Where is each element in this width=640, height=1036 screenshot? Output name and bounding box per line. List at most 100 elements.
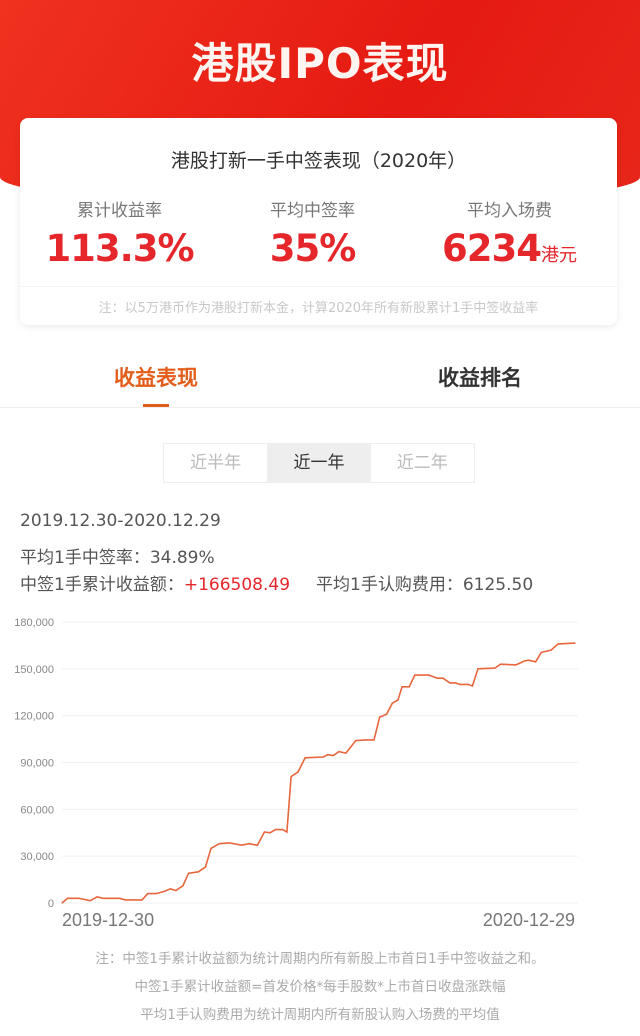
data-point xyxy=(391,702,393,704)
cum-value: +166508.49 xyxy=(183,575,291,595)
stat-label: 平均中签率 xyxy=(270,201,355,221)
data-point xyxy=(175,889,177,892)
y-tick-label: 120,000 xyxy=(14,711,54,723)
data-point xyxy=(338,750,340,753)
data-point xyxy=(263,831,265,833)
stat-unit: 港元 xyxy=(540,245,577,266)
stat-value: 113.3% xyxy=(45,227,194,270)
avg-win-rate-row: 平均1手中签率：34.89% xyxy=(20,543,215,568)
y-tick-label: 90,000 xyxy=(20,758,54,770)
avg-rate-value: 34.89% xyxy=(149,548,215,568)
stat-value: 6234 xyxy=(442,227,542,270)
data-point xyxy=(535,661,537,663)
data-point xyxy=(550,649,552,651)
period-one-year[interactable]: 近一年 xyxy=(267,444,371,482)
series-line xyxy=(61,642,576,904)
stat-value: 35% xyxy=(269,227,357,270)
data-point xyxy=(164,890,166,892)
cum-label: 中签1手累计收益额： xyxy=(20,575,184,595)
active-tab-indicator xyxy=(143,404,169,407)
tab-returns[interactable]: 收益表现 xyxy=(114,366,198,390)
data-point xyxy=(408,686,410,688)
data-point xyxy=(327,754,329,756)
data-point xyxy=(61,902,63,904)
data-point xyxy=(275,829,277,831)
data-point xyxy=(256,844,258,846)
data-point xyxy=(304,757,306,759)
x-tick-label: 2020-12-29 xyxy=(483,910,575,930)
data-point xyxy=(228,842,230,844)
data-point xyxy=(286,831,288,833)
data-point xyxy=(82,898,84,900)
data-point xyxy=(499,663,502,665)
data-point xyxy=(241,844,243,846)
data-point xyxy=(218,843,221,845)
stat-label: 平均入场费 xyxy=(467,201,552,221)
page-title: 港股IPO表现 xyxy=(191,39,449,88)
data-point xyxy=(345,752,347,754)
data-point xyxy=(436,677,438,679)
data-point xyxy=(204,866,206,868)
period-half-year[interactable]: 近半年 xyxy=(190,453,242,473)
footnotes: 注：中签1手累计收益额为统计周期内所有新股上市首日1手中签收益之和。 中签1手累… xyxy=(0,945,640,1029)
summary-note: 注：以5万港币作为港股打新本金，计算2020年所有新股累计1手中签收益率 xyxy=(20,286,617,316)
data-point xyxy=(210,847,212,849)
data-point xyxy=(182,885,184,887)
data-point xyxy=(379,716,381,718)
data-point xyxy=(290,775,292,778)
y-tick-label: 60,000 xyxy=(20,804,54,816)
stat-cumulative-return: 累计收益率 113.3% xyxy=(20,196,219,270)
footnote: 平均1手认购费用为统计周期内所有新股认购入场费的平均值 xyxy=(140,1007,500,1023)
data-point xyxy=(557,643,559,645)
data-point xyxy=(355,740,357,742)
stat-avg-win-rate: 平均中签率 35% xyxy=(213,196,412,270)
data-point xyxy=(494,667,496,669)
data-point xyxy=(449,682,451,684)
data-point xyxy=(574,642,576,644)
data-point xyxy=(540,651,542,654)
data-point xyxy=(248,843,250,845)
data-point xyxy=(397,699,399,701)
cumulative-return-chart: 0 30,000 60,000 90,000 120,000 150,000 180,000… xyxy=(14,617,578,930)
data-point xyxy=(386,713,388,715)
y-tick-label: 150,000 xyxy=(14,664,54,676)
data-point xyxy=(197,871,199,873)
data-point xyxy=(269,832,271,834)
data-point xyxy=(169,888,171,890)
stat-avg-entry-fee: 平均入场费 6234港元 xyxy=(410,196,609,270)
tab-ranking[interactable]: 收益排名 xyxy=(438,366,522,390)
data-point xyxy=(155,893,157,895)
data-point xyxy=(141,899,143,901)
period-selector: 近半年 近一年 近二年 xyxy=(163,443,475,483)
data-point xyxy=(67,897,69,899)
data-point xyxy=(124,899,126,901)
stat-label: 累计收益率 xyxy=(77,201,162,221)
summary-card: 港股打新一手中签表现（2020年） 累计收益率 113.3% 平均中签率 35%… xyxy=(20,118,617,325)
data-point xyxy=(477,668,479,670)
data-point xyxy=(414,674,416,676)
date-range: 2019.12.30-2020.12.29 xyxy=(20,511,221,531)
data-point xyxy=(282,829,284,831)
data-point xyxy=(96,896,98,898)
data-point xyxy=(523,660,526,662)
data-point xyxy=(89,900,91,902)
data-point xyxy=(364,739,367,741)
data-point xyxy=(401,686,403,688)
footnote: 注：中签1手累计收益额为统计周期内所有新股上市首日1手中签收益之和。 xyxy=(95,951,545,967)
summary-title: 港股打新一手中签表现（2020年） xyxy=(170,150,467,172)
avg-fee-label: 平均1手认购费用： xyxy=(316,575,463,595)
x-tick-label: 2019-12-30 xyxy=(62,910,154,930)
y-tick-label: 30,000 xyxy=(20,851,54,863)
tab-bar: 收益表现 收益排名 xyxy=(0,340,640,408)
data-point xyxy=(297,771,299,773)
data-point xyxy=(467,683,469,686)
data-point xyxy=(428,674,430,676)
y-tick-label: 0 xyxy=(48,898,54,910)
period-two-years[interactable]: 近二年 xyxy=(396,453,448,473)
data-point xyxy=(373,739,375,741)
data-point xyxy=(471,685,473,687)
data-point xyxy=(528,659,530,661)
data-point xyxy=(442,677,444,679)
data-point xyxy=(119,897,121,899)
data-point xyxy=(102,897,104,899)
